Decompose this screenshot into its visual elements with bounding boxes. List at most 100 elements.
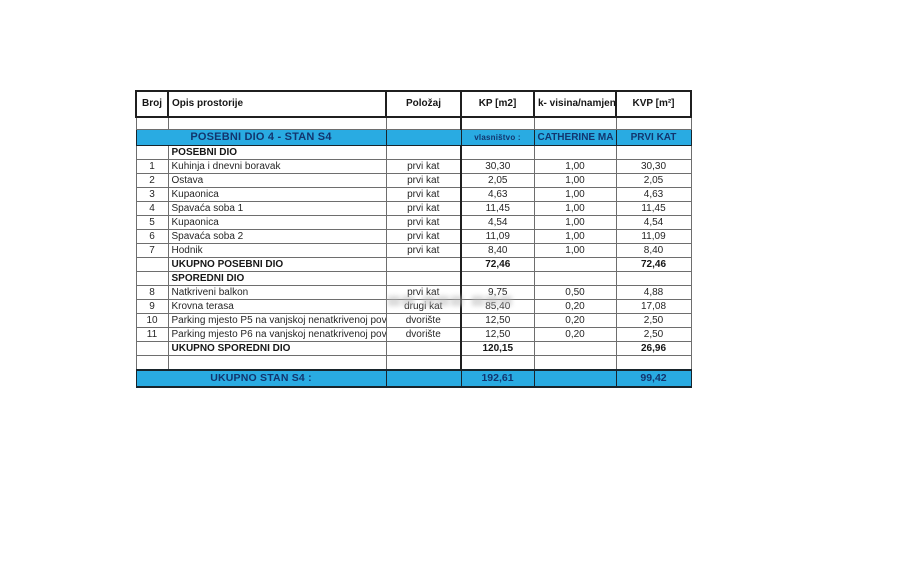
empty-cell — [615, 116, 692, 130]
cell-opis: Spavaća soba 2 — [167, 229, 387, 244]
table-row: 4 Spavaća soba 1 prvi kat 11,45 1,00 11,… — [135, 201, 692, 216]
grand-total-kp: 192,61 — [460, 369, 535, 388]
cell-kvp: 2,50 — [615, 313, 692, 328]
total-kp: 120,15 — [460, 341, 535, 356]
cell-kp: 85,40 — [460, 299, 535, 314]
cell-polozaj: prvi kat — [385, 229, 462, 244]
cell-kp: 9,75 — [460, 285, 535, 300]
cell-k: 1,00 — [533, 229, 617, 244]
floor-label: PRVI KAT — [615, 129, 692, 146]
table-row: 5 Kupaonica prvi kat 4,54 1,00 4,54 — [135, 215, 692, 230]
empty-cell — [385, 355, 462, 371]
total-kvp: 72,46 — [615, 257, 692, 272]
cell-opis: Parking mjesto P5 na vanjskoj nenatkrive… — [167, 313, 387, 328]
header-polozaj: Položaj — [385, 90, 462, 118]
empty-cell — [385, 369, 462, 388]
empty-cell — [135, 271, 169, 286]
cell-kp: 11,09 — [460, 229, 535, 244]
cell-opis: Krovna terasa — [167, 299, 387, 314]
cell-kvp: 11,09 — [615, 229, 692, 244]
cell-kvp: 4,88 — [615, 285, 692, 300]
cell-broj: 7 — [135, 243, 169, 258]
empty-cell — [615, 145, 692, 160]
empty-cell — [460, 116, 535, 130]
section-header-row: POSEBNI DIO — [135, 145, 692, 160]
empty-cell — [385, 116, 462, 130]
empty-cell — [135, 341, 169, 356]
empty-cell — [385, 271, 462, 286]
empty-cell — [533, 116, 617, 130]
table-row: 2 Ostava prvi kat 2,05 1,00 2,05 — [135, 173, 692, 188]
empty-cell — [460, 145, 535, 160]
cell-k: 0,20 — [533, 313, 617, 328]
cell-kvp: 2,05 — [615, 173, 692, 188]
cell-opis: Parking mjesto P6 na vanjskoj nenatkrive… — [167, 327, 387, 342]
grand-total-row: UKUPNO STAN S4 : 192,61 99,42 — [135, 369, 692, 388]
cell-broj: 2 — [135, 173, 169, 188]
empty-cell — [135, 355, 169, 371]
cell-polozaj: dvorište — [385, 327, 462, 342]
cell-k: 0,50 — [533, 285, 617, 300]
cell-polozaj: prvi kat — [385, 201, 462, 216]
cell-opis: Ostava — [167, 173, 387, 188]
cell-opis: Natkriveni balkon — [167, 285, 387, 300]
section-header-row: SPOREDNI DIO — [135, 271, 692, 286]
cell-polozaj: prvi kat — [385, 243, 462, 258]
header-row: Broj Opis prostorije Položaj KP [m2] k- … — [135, 90, 692, 118]
table-row: 11 Parking mjesto P6 na vanjskoj nenatkr… — [135, 327, 692, 342]
cell-polozaj: prvi kat — [385, 187, 462, 202]
cell-broj: 6 — [135, 229, 169, 244]
cell-broj: 3 — [135, 187, 169, 202]
empty-cell — [615, 271, 692, 286]
cell-polozaj: prvi kat — [385, 173, 462, 188]
empty-cell — [385, 341, 462, 356]
cell-k: 0,20 — [533, 327, 617, 342]
cell-broj: 5 — [135, 215, 169, 230]
cell-kvp: 2,50 — [615, 327, 692, 342]
empty-cell — [135, 145, 169, 160]
empty-cell — [533, 369, 617, 388]
grand-total-kvp: 99,42 — [615, 369, 692, 388]
cell-kp: 4,63 — [460, 187, 535, 202]
empty-cell — [460, 355, 535, 371]
ownership-label: vlasništvo : — [460, 129, 535, 146]
cell-kvp: 4,54 — [615, 215, 692, 230]
cell-polozaj: prvi kat — [385, 215, 462, 230]
table-row: 10 Parking mjesto P5 na vanjskoj nenatkr… — [135, 313, 692, 328]
section-total-row: UKUPNO SPOREDNI DIO 120,15 26,96 — [135, 341, 692, 356]
total-label: UKUPNO SPOREDNI DIO — [167, 341, 387, 356]
empty-cell — [533, 355, 617, 371]
table-row: 8 Natkriveni balkon prvi kat 9,75 0,50 4… — [135, 285, 692, 300]
cell-k: 1,00 — [533, 215, 617, 230]
section-total-row: UKUPNO POSEBNI DIO 72,46 72,46 — [135, 257, 692, 272]
header-broj: Broj — [135, 90, 169, 118]
cell-polozaj: drugi kat — [385, 299, 462, 314]
header-kvp: KVP [m²] — [615, 90, 692, 118]
empty-cell — [533, 271, 617, 286]
cell-kp: 4,54 — [460, 215, 535, 230]
cell-kp: 2,05 — [460, 173, 535, 188]
unit-title-row: POSEBNI DIO 4 - STAN S4 vlasništvo : CAT… — [135, 129, 692, 146]
cell-opis: Kuhinja i dnevni boravak — [167, 159, 387, 174]
section-name: POSEBNI DIO — [167, 145, 387, 160]
total-label: UKUPNO POSEBNI DIO — [167, 257, 387, 272]
cell-broj: 9 — [135, 299, 169, 314]
empty-cell — [533, 341, 617, 356]
empty-cell — [385, 129, 462, 146]
cell-kp: 8,40 — [460, 243, 535, 258]
cell-polozaj: prvi kat — [385, 285, 462, 300]
cell-k: 1,00 — [533, 201, 617, 216]
cell-opis: Kupaonica — [167, 215, 387, 230]
cell-kvp: 8,40 — [615, 243, 692, 258]
empty-cell — [167, 116, 387, 130]
cell-polozaj: prvi kat — [385, 159, 462, 174]
header-opis: Opis prostorije — [167, 90, 387, 118]
cell-k: 0,20 — [533, 299, 617, 314]
unit-title: POSEBNI DIO 4 - STAN S4 — [135, 129, 387, 146]
empty-cell — [385, 145, 462, 160]
cell-kvp: 17,08 — [615, 299, 692, 314]
spacer-row — [135, 116, 692, 130]
cell-k: 1,00 — [533, 243, 617, 258]
cell-k: 1,00 — [533, 187, 617, 202]
